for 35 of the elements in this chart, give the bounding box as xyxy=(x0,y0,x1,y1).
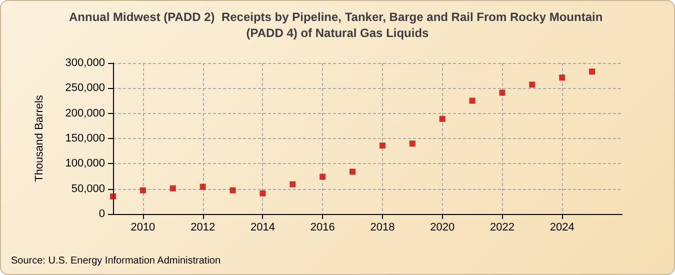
point xyxy=(499,90,506,96)
chart-title: Annual Midwest (PADD 2) Receipts by Pipeline, Tanker, Barge and Rail From Rocky Mountain (PADD 4) of Natural Gas Liquids xyxy=(69,10,606,40)
x-tick-label: 2022 xyxy=(490,222,514,234)
y-tick-label: 250,000 xyxy=(65,82,105,94)
source-note: Source: U.S. Energy Information Administration xyxy=(11,256,221,266)
point xyxy=(320,174,326,180)
x-tick-label: 2024 xyxy=(550,222,574,234)
point xyxy=(260,190,266,196)
point xyxy=(589,68,596,75)
point xyxy=(170,185,176,192)
point xyxy=(350,168,356,175)
x-tick-label: 2018 xyxy=(370,222,395,234)
x-tick-label: 2014 xyxy=(250,222,275,234)
point xyxy=(439,116,446,122)
point xyxy=(409,140,416,147)
y-tick-label: 50,000 xyxy=(71,182,105,195)
point xyxy=(469,98,476,104)
point xyxy=(559,74,566,81)
y-tick-label: 0 xyxy=(98,208,105,220)
point xyxy=(200,184,206,190)
y-tick-label: 200,000 xyxy=(65,107,105,120)
point xyxy=(379,142,386,149)
point xyxy=(290,181,296,188)
y-tick-label: 300,000 xyxy=(65,57,105,69)
point xyxy=(140,187,146,194)
x-tick-label: 2020 xyxy=(430,222,455,234)
y-axis-title: Thousand Barrels xyxy=(34,94,46,182)
point xyxy=(110,193,116,200)
y-tick-label: 100,000 xyxy=(65,158,105,170)
point xyxy=(230,187,236,194)
y-tick-label: 150,000 xyxy=(65,132,105,144)
point xyxy=(529,82,536,88)
x-tick-label: 2010 xyxy=(130,222,156,234)
x-tick-label: 2012 xyxy=(190,222,216,234)
x-tick-label: 2016 xyxy=(310,222,335,234)
